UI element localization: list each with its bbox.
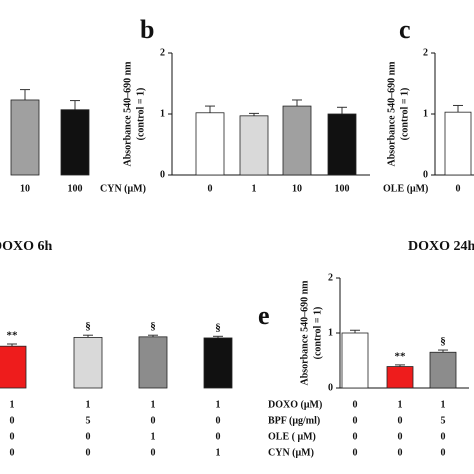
annotation: § (85, 321, 91, 333)
row-value: 1 (10, 399, 15, 410)
x-tick-label: 10 (20, 183, 30, 194)
bar (203, 337, 233, 389)
row-value: 1 (86, 399, 91, 410)
y-tick-label: 1 (423, 108, 428, 119)
bar (444, 111, 472, 176)
row-value: 0 (86, 447, 91, 458)
row-value: 1 (441, 399, 446, 410)
annotation: § (215, 322, 221, 334)
row-value: 0 (216, 415, 221, 426)
row-value: 5 (86, 415, 91, 426)
x-tick-label: 0 (456, 183, 461, 194)
bar (327, 113, 357, 176)
panel-letter: b (140, 15, 154, 44)
bar (429, 351, 457, 389)
row-label: CYN (μM) (268, 447, 314, 458)
row-value: 0 (398, 431, 403, 442)
panel-title: DOXO 6h (0, 239, 53, 254)
row-value: 1 (151, 399, 156, 410)
bar (0, 345, 27, 389)
row-value: 0 (10, 447, 15, 458)
panel-letter: e (258, 301, 270, 330)
y-tick-label: 2 (328, 272, 333, 283)
y-tick-label: 0 (423, 169, 428, 180)
row-value: 1 (398, 399, 403, 410)
row-label: BPF (μg/ml) (268, 415, 320, 426)
bar (60, 109, 90, 176)
annotation: § (440, 336, 446, 348)
bar (239, 115, 269, 176)
annotation: ** (7, 330, 19, 342)
bar (10, 99, 40, 176)
panel-title: DOXO 24h (408, 239, 474, 254)
annotation: § (150, 321, 156, 333)
y-axis-label: (control = 1) (135, 88, 146, 141)
row-label: OLE ( μM) (268, 431, 316, 442)
row-value: 0 (441, 447, 446, 458)
row-value: 0 (86, 431, 91, 442)
row-value: 0 (441, 431, 446, 442)
row-value: 0 (398, 415, 403, 426)
panel-letter: c (399, 15, 411, 44)
x-axis-label: CYN (μM) (100, 183, 146, 194)
row-value: 0 (151, 415, 156, 426)
y-tick-label: 1 (160, 108, 165, 119)
row-value: 0 (353, 431, 358, 442)
row-value: 0 (10, 431, 15, 442)
x-tick-label: 1 (252, 183, 257, 194)
y-tick-label: 1 (328, 327, 333, 338)
row-label: DOXO (μM) (268, 399, 322, 410)
x-tick-label: 10 (292, 183, 302, 194)
row-value: 0 (216, 431, 221, 442)
y-axis-label: Absorbance 540–690 nm (122, 61, 133, 167)
row-value: 0 (353, 447, 358, 458)
row-value: 1 (216, 399, 221, 410)
y-axis-label: (control = 1) (399, 88, 410, 141)
row-value: 0 (10, 415, 15, 426)
bar (138, 336, 168, 389)
bar (195, 112, 225, 176)
row-value: 0 (353, 415, 358, 426)
row-value: 0 (353, 399, 358, 410)
bar (282, 105, 312, 176)
row-value: 0 (151, 447, 156, 458)
y-tick-label: 2 (423, 47, 428, 58)
y-axis-label: (control = 1) (312, 307, 323, 360)
annotation: ** (395, 350, 407, 362)
row-value: 0 (398, 447, 403, 458)
y-axis-label: Absorbance 540–690 nm (386, 61, 397, 167)
y-tick-label: 0 (328, 382, 333, 393)
x-tick-label: 100 (68, 183, 83, 194)
bar (73, 336, 103, 389)
y-axis-label: Absorbance 540–690 nm (299, 280, 310, 386)
row-value: 5 (441, 415, 446, 426)
y-tick-label: 0 (160, 169, 165, 180)
row-value: 1 (151, 431, 156, 442)
x-tick-label: 100 (335, 183, 350, 194)
x-tick-label: 0 (208, 183, 213, 194)
bar (386, 366, 414, 389)
x-axis-label: OLE (μM) (383, 183, 428, 194)
row-value: 1 (216, 447, 221, 458)
bar (341, 332, 369, 389)
y-tick-label: 2 (160, 47, 165, 58)
